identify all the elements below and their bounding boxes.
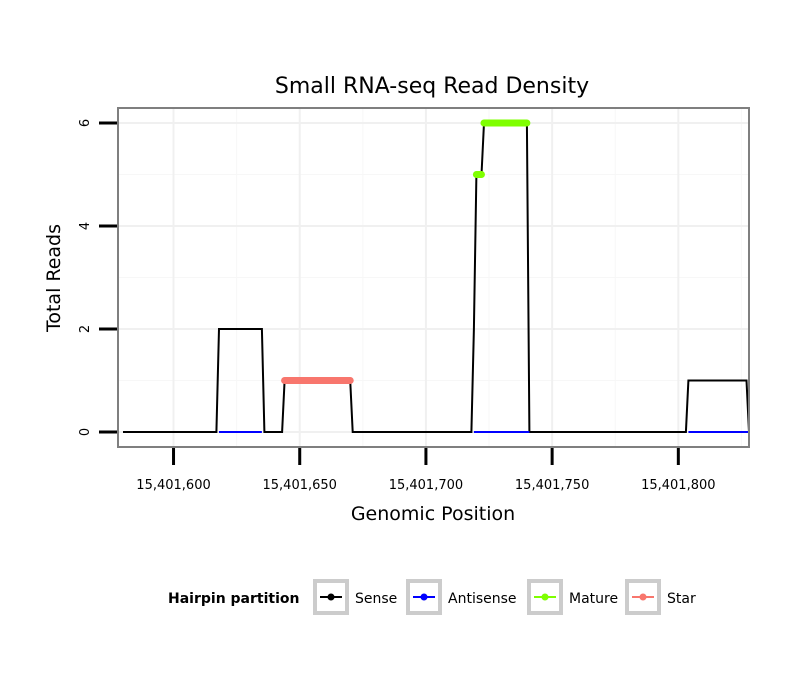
panel-border (117, 107, 750, 448)
legend-key-point (541, 593, 549, 601)
y-tick-label: 6 (78, 119, 93, 127)
legend-label: Mature (569, 591, 618, 607)
legend-entry-sense: Sense (313, 579, 397, 615)
legend-key-point (420, 593, 428, 601)
x-tick-label: 15,401,750 (515, 478, 589, 493)
legend-entry-star: Star (625, 579, 696, 615)
x-tick-label: 15,401,700 (389, 478, 463, 493)
y-axis: 0 2 4 6 (78, 119, 117, 436)
legend-entry-mature: Mature (527, 579, 618, 615)
x-axis-title: Genomic Position (351, 503, 515, 525)
y-tick-label: 0 (78, 428, 93, 436)
chart-title: Small RNA-seq Read Density (275, 74, 589, 99)
y-tick-label: 2 (78, 325, 93, 333)
legend-key-point (327, 593, 335, 601)
x-axis: 15,401,600 15,401,650 15,401,700 15,401,750… (136, 448, 716, 493)
legend: Hairpin partition Sense Antisense Mature St… (168, 579, 696, 615)
x-tick-label: 15,401,650 (263, 478, 337, 493)
y-tick-label: 4 (78, 222, 93, 230)
y-axis-title: Total Reads (43, 224, 65, 333)
x-tick-label: 15,401,800 (641, 478, 715, 493)
legend-key-point (639, 593, 647, 601)
series-sense-line (123, 122, 750, 433)
plot-panel (117, 107, 750, 448)
legend-label: Antisense (448, 591, 517, 607)
legend-title: Hairpin partition (168, 591, 299, 607)
legend-label: Star (667, 591, 696, 607)
x-tick-label: 15,401,600 (136, 478, 210, 493)
legend-entry-antisense: Antisense (406, 579, 517, 615)
legend-label: Sense (355, 591, 397, 607)
series-layer (123, 119, 750, 433)
